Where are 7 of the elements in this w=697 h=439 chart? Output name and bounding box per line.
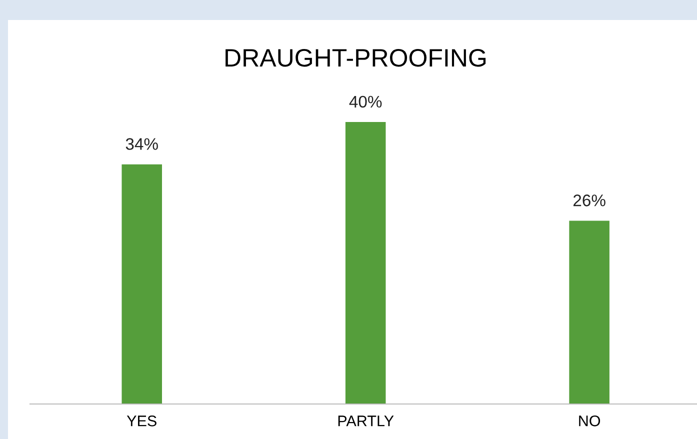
x-tick-label: YES xyxy=(126,416,156,426)
data-label: 34% xyxy=(126,138,158,150)
x-tick-label: NO xyxy=(579,416,600,426)
data-label: 40% xyxy=(349,96,382,108)
data-label: 26% xyxy=(573,194,606,206)
x-tick-label: PARTLY xyxy=(338,416,394,426)
chart-title: DRAUGHT-PROOFING xyxy=(226,49,486,67)
